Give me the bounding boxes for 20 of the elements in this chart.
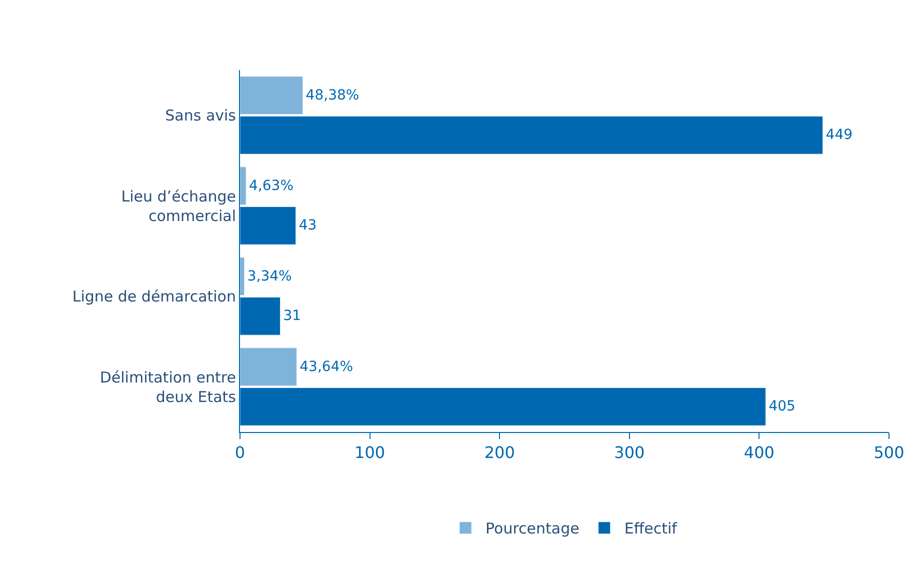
data-label: 4,63% [249,178,294,194]
x-tick-label: 0 [234,443,246,462]
data-label: 31 [283,308,302,324]
data-label: 43,64% [300,358,354,375]
legend-label: Pourcentage [486,520,580,538]
x-tick-label: 400 [744,443,774,462]
x-tick-label: 200 [484,443,515,462]
y-tick-label: Lieu d’échange commercial [121,187,236,225]
data-label: 43 [298,218,317,234]
y-tick-label: Sans avis [165,106,236,124]
data-label: 48,38% [306,87,360,104]
y-tick-label: Ligne de démarcation [72,288,236,306]
data-label: 3,34% [247,268,292,284]
data-label: 449 [826,127,853,144]
y-tick-label: Délimitation entre deux Etats [100,368,236,406]
x-tick-label: 300 [614,443,645,462]
legend-label: Effectif [624,520,678,538]
x-tick-label: 500 [874,443,904,462]
x-tick-label: 100 [354,443,386,462]
data-label: 405 [768,398,796,415]
